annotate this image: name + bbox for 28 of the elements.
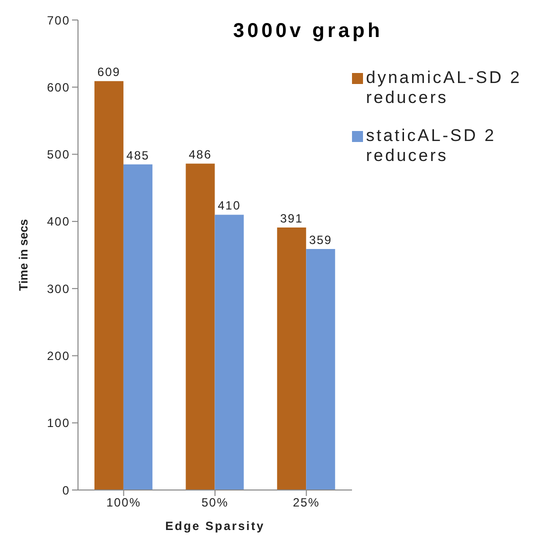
legend-label: staticAL-SD 2 reducers bbox=[366, 126, 497, 166]
data-label: 391 bbox=[280, 211, 304, 226]
x-tick-label: 100% bbox=[106, 496, 142, 510]
y-tick-label: 600 bbox=[46, 80, 70, 94]
y-tick-label: 200 bbox=[46, 348, 70, 363]
data-label: 485 bbox=[126, 148, 150, 162]
bar bbox=[94, 81, 124, 490]
y-tick-label: 400 bbox=[46, 214, 70, 229]
y-tick-label: 300 bbox=[46, 282, 70, 296]
y-tick-label: 700 bbox=[46, 13, 70, 28]
legend-label: dynamicAL-SD 2 reducers bbox=[366, 68, 523, 108]
y-tick-label: 100 bbox=[46, 416, 70, 430]
bar bbox=[306, 248, 336, 490]
chart-title: 3000v graph bbox=[232, 20, 384, 43]
bar bbox=[277, 227, 306, 490]
data-label: 486 bbox=[188, 148, 212, 162]
bar bbox=[214, 214, 244, 490]
x-tick-label: 50% bbox=[201, 496, 229, 510]
data-label: 410 bbox=[218, 198, 241, 213]
y-tick-label: 0 bbox=[62, 483, 70, 498]
bar bbox=[186, 164, 215, 490]
x-axis-title: Edge Sparsity bbox=[165, 519, 265, 533]
data-label: 609 bbox=[97, 65, 120, 80]
x-tick-label: 25% bbox=[292, 496, 320, 510]
y-tick-label: 500 bbox=[46, 148, 70, 162]
data-label: 359 bbox=[309, 232, 332, 247]
bar bbox=[123, 164, 152, 490]
y-axis-title: Time in secs bbox=[16, 218, 30, 291]
